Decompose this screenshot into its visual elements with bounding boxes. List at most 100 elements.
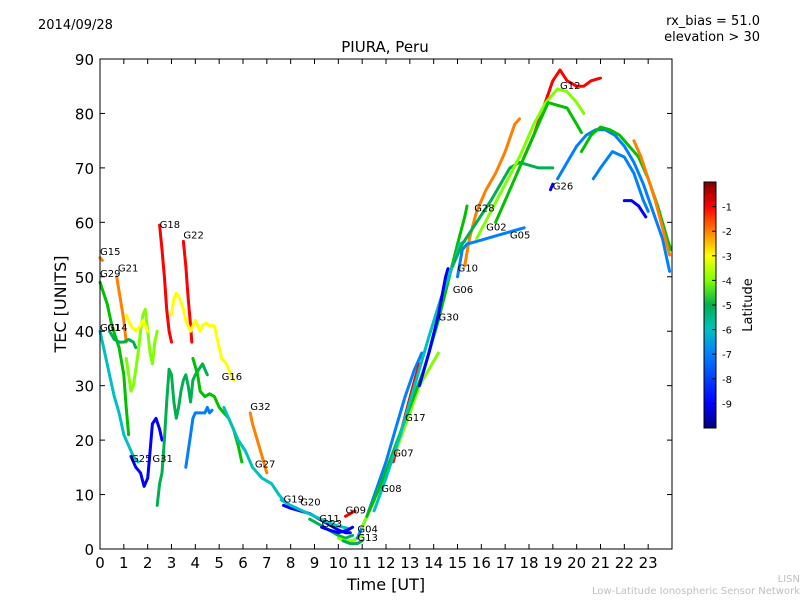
info-block: rx_bias = 51.0 elevation > 30 xyxy=(664,14,760,46)
satellite-label: G11 xyxy=(319,514,339,525)
y-tick-label: 40 xyxy=(75,323,94,341)
x-tick-label: 11 xyxy=(353,554,372,572)
x-tick-label: 7 xyxy=(262,554,272,572)
x-tick-label: 16 xyxy=(472,554,491,572)
series-trace xyxy=(622,199,648,219)
satellite-label: G18 xyxy=(160,220,180,231)
satellite-label: G20 xyxy=(300,497,320,508)
satellite-label: G17 xyxy=(405,413,425,424)
series-trace xyxy=(115,275,128,344)
satellite-label: G16 xyxy=(222,372,242,383)
series-trace xyxy=(320,525,355,535)
series-trace xyxy=(556,128,672,273)
x-tick-label: 1 xyxy=(119,554,129,572)
series-trace xyxy=(98,280,131,437)
satellite-label: G25 xyxy=(131,454,151,465)
colorbar-tick-label: -3 xyxy=(722,252,732,263)
series-trace xyxy=(632,139,672,257)
series-trace xyxy=(579,125,673,252)
series-trace xyxy=(158,223,173,344)
series-trace xyxy=(451,160,555,268)
satellite-label: G08 xyxy=(381,484,401,495)
colorbar-tick-label: -7 xyxy=(722,350,732,361)
colorbar-tick-label: -5 xyxy=(722,301,732,312)
colorbar-tick-label: -6 xyxy=(722,326,732,337)
y-tick-label: 50 xyxy=(75,269,94,287)
satellite-label: G32 xyxy=(250,402,270,413)
series-trace xyxy=(124,313,150,333)
satellite-label: G13 xyxy=(357,533,377,544)
colorbar-label: Latitude xyxy=(741,278,756,332)
x-tick-label: 13 xyxy=(400,554,419,572)
x-tick-label: 21 xyxy=(591,554,610,572)
x-tick-label: 6 xyxy=(238,554,248,572)
satellite-label: G05 xyxy=(510,231,530,242)
satellite-label: G23 xyxy=(322,519,342,530)
x-tick-label: 23 xyxy=(639,554,658,572)
rx-bias-label: rx_bias = 51.0 xyxy=(666,14,760,29)
x-tick-label: 15 xyxy=(448,554,467,572)
y-tick-label: 0 xyxy=(84,541,94,559)
colorbar-tick-label: -1 xyxy=(722,203,732,214)
elevation-label: elevation > 30 xyxy=(664,30,760,45)
satellite-label: G22 xyxy=(183,231,203,242)
satellite-label: G14 xyxy=(107,323,127,334)
x-tick-label: 9 xyxy=(310,554,320,572)
x-tick-label: 14 xyxy=(424,554,443,572)
x-tick-label: 12 xyxy=(376,554,395,572)
x-tick-label: 22 xyxy=(615,554,634,572)
colorbar-tick-label: -8 xyxy=(722,375,732,386)
colorbar-tick-label: -9 xyxy=(722,399,732,410)
series-trace xyxy=(417,267,450,388)
satellite-label: G31 xyxy=(152,454,172,465)
footer-network-name: Low-Latitude Ionospheric Sensor Network xyxy=(592,586,800,597)
satellite-label: G01 xyxy=(100,323,120,334)
y-tick-label: 10 xyxy=(75,487,94,505)
satellite-label: G27 xyxy=(255,459,275,470)
satellite-label: G30 xyxy=(438,312,458,323)
series-trace xyxy=(98,329,140,464)
satellite-label: G06 xyxy=(453,285,473,296)
x-tick-label: 17 xyxy=(496,554,515,572)
satellite-label: G10 xyxy=(458,263,478,274)
x-tick-label: 4 xyxy=(191,554,201,572)
x-tick-label: 2 xyxy=(143,554,153,572)
series-trace xyxy=(248,411,269,475)
y-tick-label: 60 xyxy=(75,214,94,232)
chart-title: PIURA, Peru xyxy=(341,38,429,56)
x-tick-label: 18 xyxy=(519,554,538,572)
series-trace xyxy=(170,291,235,382)
series-trace xyxy=(355,351,424,540)
x-tick-label: 19 xyxy=(543,554,562,572)
y-axis-label: TEC [UNITS] xyxy=(51,256,70,354)
satellite-label: G09 xyxy=(346,506,366,517)
satellite-label: G21 xyxy=(118,263,138,274)
satellite-label: G12 xyxy=(560,81,580,92)
x-tick-label: 10 xyxy=(329,554,348,572)
satellite-label: G04 xyxy=(357,525,377,536)
satellite-label: G15 xyxy=(100,247,120,258)
series-trace xyxy=(155,362,209,507)
series-trace xyxy=(184,405,214,469)
series-trace xyxy=(341,539,364,546)
x-tick-label: 0 xyxy=(95,554,105,572)
footer-credit: LISN Low-Latitude Ionospheric Sensor Net… xyxy=(592,574,800,598)
series-trace xyxy=(591,150,650,213)
x-axis-label: Time [UT] xyxy=(346,575,425,594)
y-tick-label: 80 xyxy=(75,105,94,123)
footer-acronym: LISN xyxy=(777,574,800,585)
satellite-label: G19 xyxy=(284,495,304,506)
satellite-label: G07 xyxy=(393,448,413,459)
series-layer xyxy=(98,68,673,546)
x-tick-label: 8 xyxy=(286,554,296,572)
colorbar-tick-label: -4 xyxy=(722,276,732,287)
colorbar-tick-label: -2 xyxy=(722,227,732,238)
series-trace xyxy=(108,329,138,350)
series-trace xyxy=(372,239,467,513)
y-tick-label: 30 xyxy=(75,378,94,396)
series-trace xyxy=(222,405,288,505)
x-tick-label: 5 xyxy=(214,554,224,572)
x-tick-label: 3 xyxy=(167,554,177,572)
y-tick-label: 70 xyxy=(75,160,94,178)
